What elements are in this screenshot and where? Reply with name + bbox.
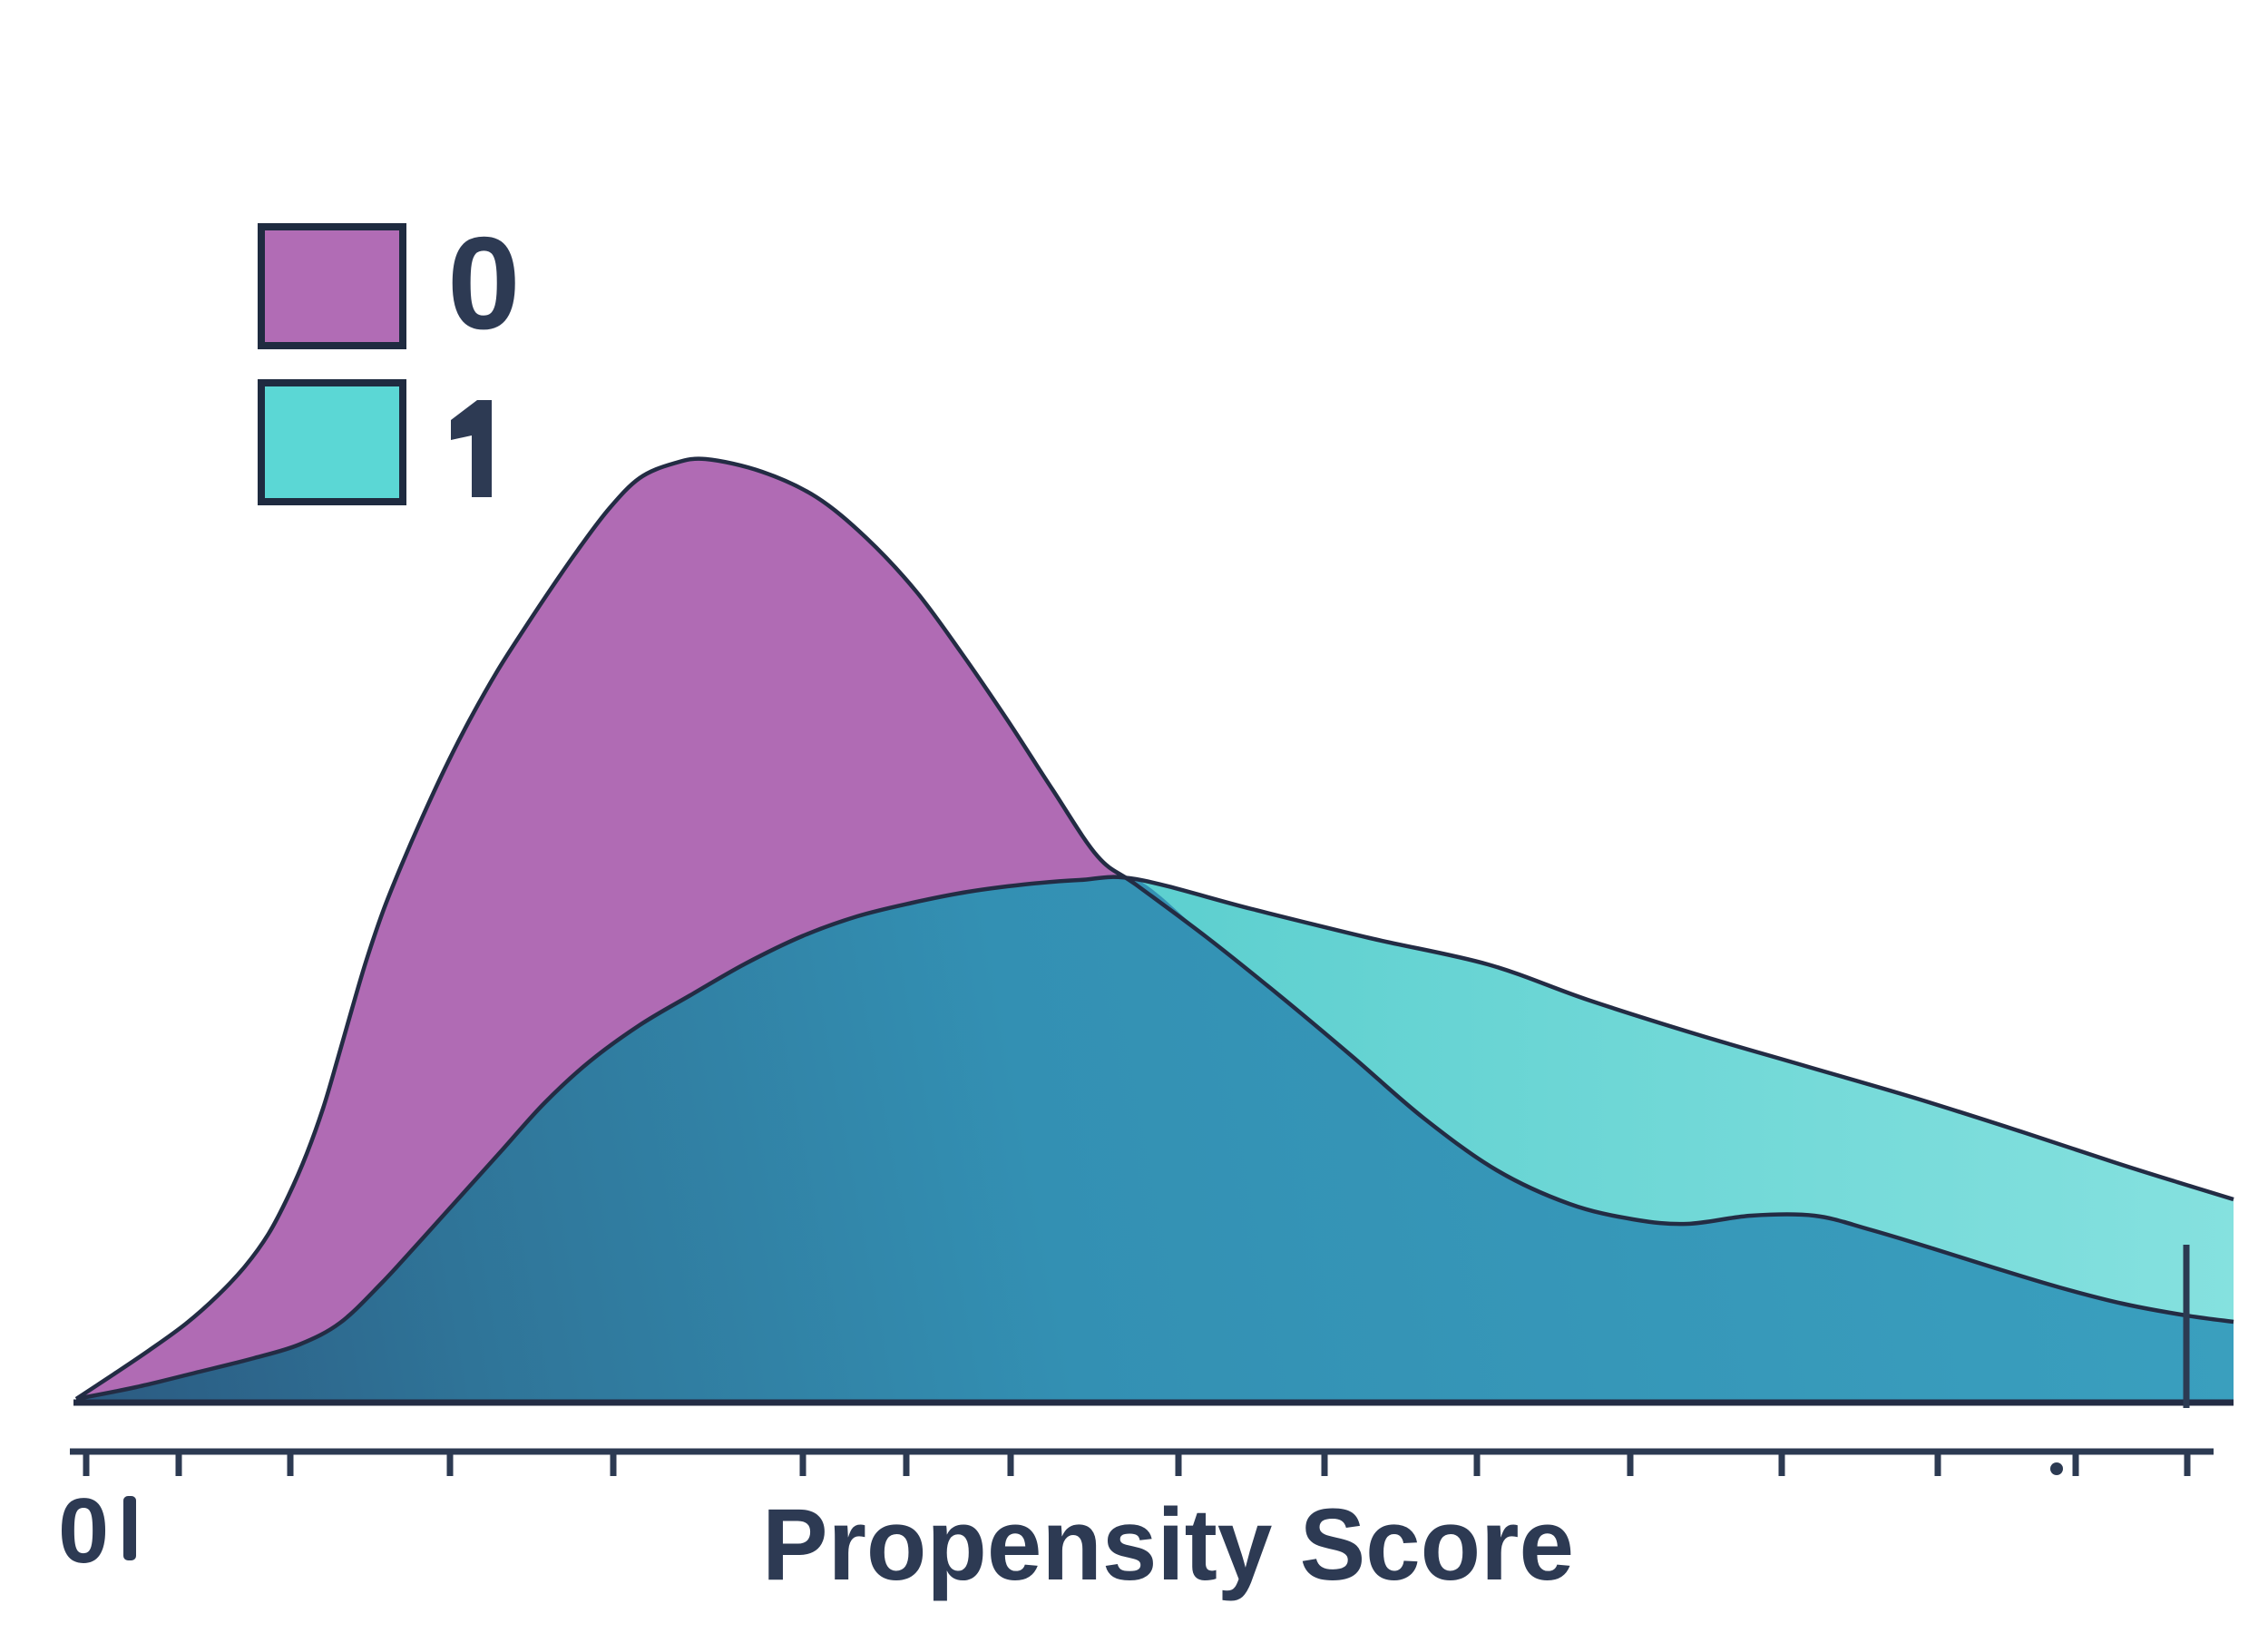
svg-text:Propensity Score: Propensity Score — [762, 1488, 1574, 1601]
svg-text:0: 0 — [58, 1481, 109, 1582]
svg-text:0: 0 — [447, 210, 521, 357]
